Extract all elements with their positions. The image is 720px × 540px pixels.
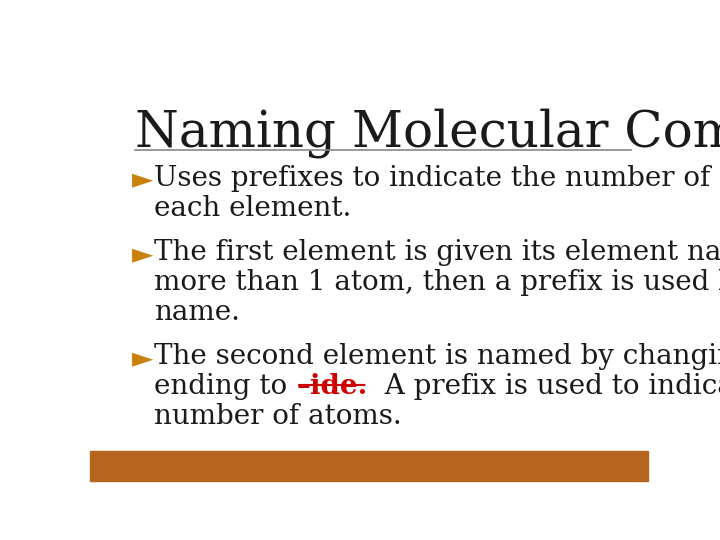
Text: name.: name.	[154, 299, 240, 326]
Text: The first element is given its element name.  If: The first element is given its element n…	[154, 239, 720, 266]
Text: A prefix is used to indicate the: A prefix is used to indicate the	[367, 373, 720, 400]
Text: ►: ►	[132, 241, 153, 268]
Text: ending to: ending to	[154, 373, 296, 400]
Text: Naming Molecular Compounds: Naming Molecular Compounds	[135, 109, 720, 158]
Text: number of atoms.: number of atoms.	[154, 403, 402, 430]
Text: ►: ►	[132, 167, 153, 194]
Text: ►: ►	[132, 346, 153, 373]
Text: Uses prefixes to indicate the number of atoms of: Uses prefixes to indicate the number of …	[154, 165, 720, 192]
Text: more than 1 atom, then a prefix is used before the: more than 1 atom, then a prefix is used …	[154, 269, 720, 296]
Bar	[90, 451, 648, 481]
Text: –ide.: –ide.	[296, 373, 367, 400]
Text: each element.: each element.	[154, 194, 351, 221]
Text: The second element is named by changing its: The second element is named by changing …	[154, 343, 720, 370]
